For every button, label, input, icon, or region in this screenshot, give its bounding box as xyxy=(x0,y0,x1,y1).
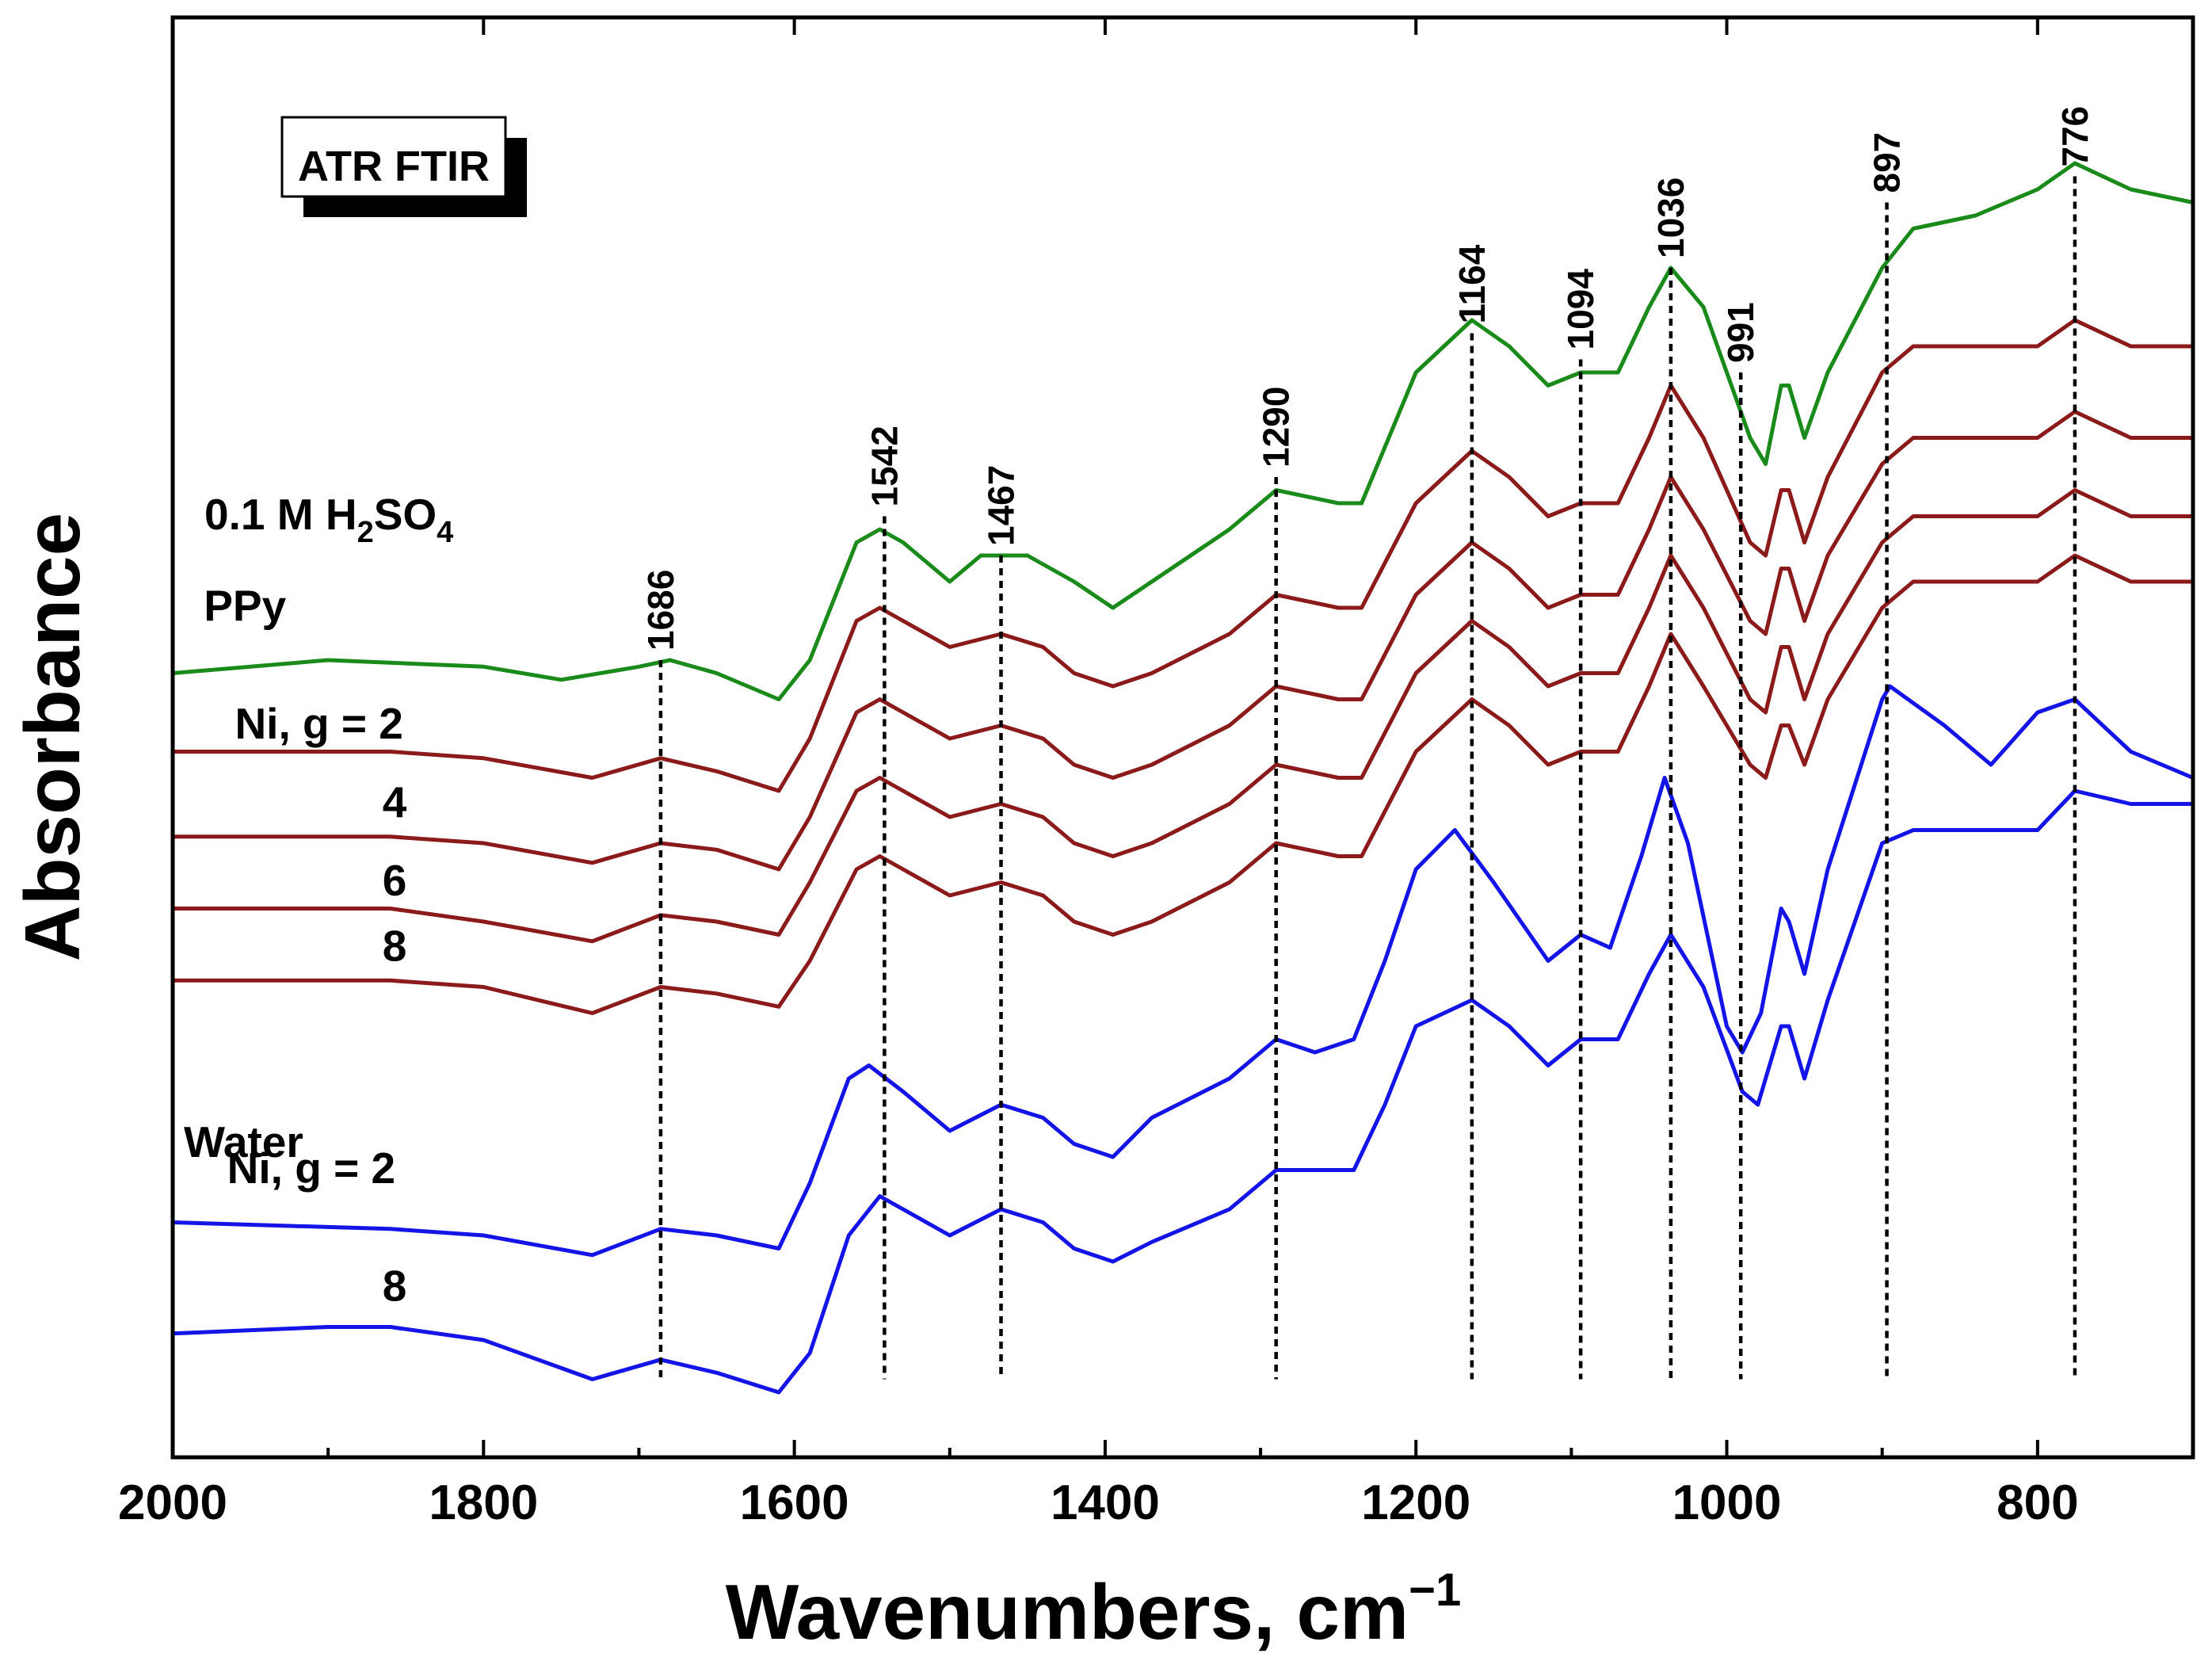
peak-label-1686: 1686 xyxy=(640,570,681,651)
spectrum-3 xyxy=(170,410,2195,872)
x-axis-title: Wavenumbers, cm−1 xyxy=(726,1564,1461,1655)
acid-label-part1: 0.1 M H xyxy=(204,490,357,539)
spectrum-1 xyxy=(170,161,2195,701)
spectrum-7 xyxy=(170,788,2195,1395)
acid-label-part2: SO xyxy=(374,490,437,539)
x-tick-label-1400: 1400 xyxy=(1051,1476,1160,1530)
spectrum-4 xyxy=(170,488,2195,944)
series-label-7: 8 xyxy=(383,1262,407,1311)
acid-label-sub2: 4 xyxy=(437,516,453,549)
badge-box xyxy=(280,116,507,198)
series-label-4: 6 xyxy=(383,856,407,905)
peak-label-897: 897 xyxy=(1867,132,1908,193)
reference-lines-group: 1686 1542 1467 1290 1164 1094 1036 991 897 776 xyxy=(640,106,2096,1380)
plot-frame xyxy=(170,15,2195,1460)
series-label-2: Ni, g = 2 xyxy=(235,699,402,748)
peak-label-1094: 1094 xyxy=(1560,269,1601,350)
peak-label-1467: 1467 xyxy=(981,465,1022,546)
x-axis-ticks: 2000 1800 1600 1400 1200 1000 800 xyxy=(118,17,2195,1530)
group-label-acid: 0.1 M H2SO4 xyxy=(204,490,453,549)
x-tick-label-800: 800 xyxy=(1997,1476,2078,1530)
peak-label-1164: 1164 xyxy=(1451,244,1493,323)
x-tick-label-1600: 1600 xyxy=(740,1476,849,1530)
badge-text: ATR FTIR xyxy=(298,143,490,190)
peak-label-1290: 1290 xyxy=(1256,387,1297,468)
x-axis-title-text: Wavenumbers, cm xyxy=(726,1568,1409,1655)
x-tick-label-1200: 1200 xyxy=(1361,1476,1470,1530)
spectra-group xyxy=(170,161,2195,1395)
x-axis-title-sup: −1 xyxy=(1409,1564,1461,1616)
spectrum-5 xyxy=(170,553,2195,1015)
series-label-1: PPy xyxy=(204,582,286,631)
group-label-water: Water xyxy=(184,1117,303,1166)
spectrum-2 xyxy=(170,318,2195,793)
x-tick-label-1800: 1800 xyxy=(429,1476,538,1530)
series-labels-group: PPy Ni, g = 2 4 6 8 Ni, g = 2 8 xyxy=(204,582,407,1311)
peak-label-991: 991 xyxy=(1720,302,1761,363)
peak-label-1036: 1036 xyxy=(1650,178,1691,258)
series-label-3: 4 xyxy=(383,777,407,827)
y-axis-title: Absorbance xyxy=(9,513,96,961)
peak-label-776: 776 xyxy=(2054,106,2096,167)
series-label-5: 8 xyxy=(383,922,407,971)
spectrum-6 xyxy=(170,684,2195,1258)
x-tick-label-2000: 2000 xyxy=(118,1476,227,1530)
atr-ftir-badge: ATR FTIR xyxy=(280,116,527,217)
x-tick-label-1000: 1000 xyxy=(1672,1476,1782,1530)
series-label-6: Ni, g = 2 xyxy=(227,1143,395,1193)
acid-label-sub1: 2 xyxy=(357,516,374,549)
peak-label-1542: 1542 xyxy=(864,426,905,506)
